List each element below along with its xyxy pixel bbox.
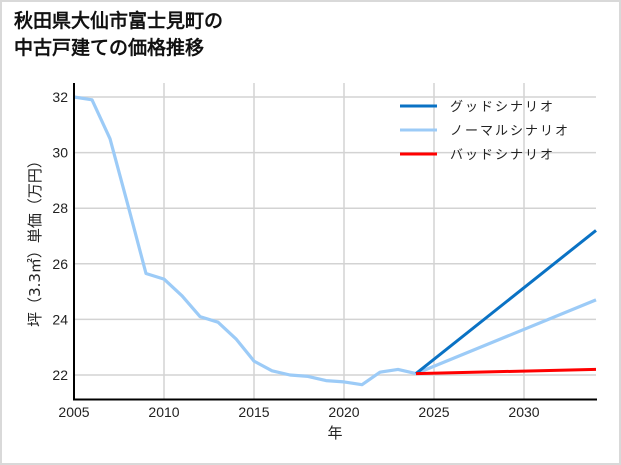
- series-line-bad: [415, 367, 597, 376]
- chart-title-line-2: 中古戸建ての価格推移: [14, 37, 205, 59]
- chart-title: 秋田県大仙市富士見町の 中古戸建ての価格推移: [14, 8, 223, 62]
- axis-spines: [73, 83, 597, 401]
- x-tick-label: 2025: [418, 404, 449, 420]
- y-tick-label: 28: [52, 200, 68, 216]
- y-tick-label: 32: [52, 89, 68, 105]
- x-axis-label: 年: [327, 424, 342, 442]
- x-tick-label: 2015: [238, 404, 269, 420]
- x-tick-label: 2030: [508, 404, 539, 420]
- legend-label: ノーマルシナリオ: [450, 124, 570, 139]
- y-tick-label: 30: [52, 145, 68, 161]
- series-line-normal: [73, 95, 597, 387]
- y-tick-label: 24: [52, 311, 68, 327]
- series-line-good: [415, 229, 597, 375]
- y-axis-label: 坪（3.3㎡）単価（万円）: [26, 153, 44, 327]
- legend-label: グッドシナリオ: [450, 100, 555, 115]
- data-series: [73, 95, 597, 387]
- grid-lines: [73, 83, 596, 399]
- y-tick-label: 22: [52, 367, 68, 383]
- y-tick-label: 26: [52, 256, 68, 272]
- chart-title-line-1: 秋田県大仙市富士見町の: [14, 10, 224, 32]
- x-tick-label: 2020: [328, 404, 359, 420]
- y-tick-labels: 22 24 26 28 30 32: [52, 89, 68, 383]
- legend-label: バッドシナリオ: [450, 148, 555, 163]
- x-tick-label: 2010: [148, 404, 179, 420]
- x-tick-labels: 2005 2010 2015 2020 2025 2030: [58, 404, 539, 420]
- x-tick-label: 2005: [58, 404, 89, 420]
